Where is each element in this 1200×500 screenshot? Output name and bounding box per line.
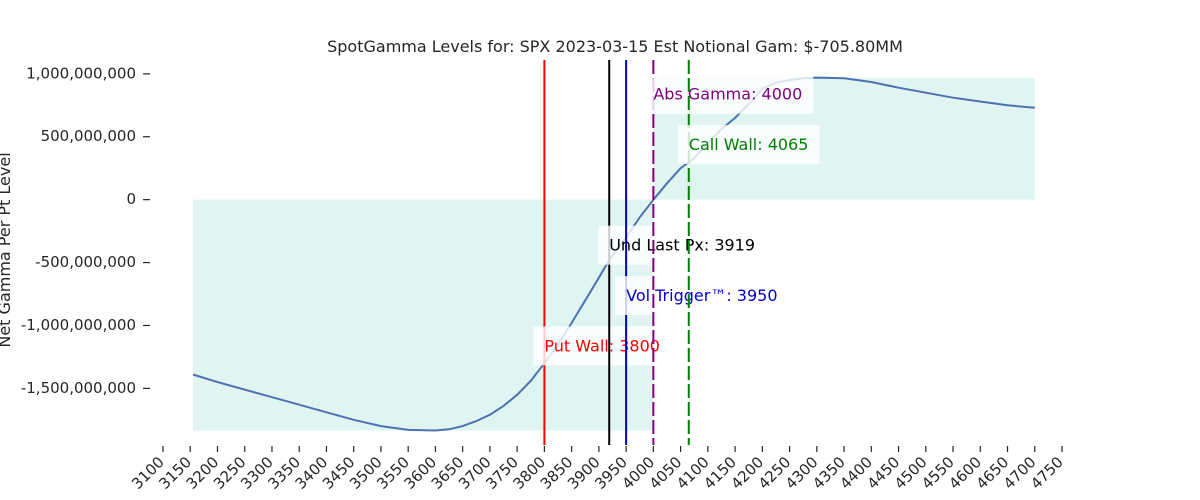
vol-trigger-label-box <box>615 276 789 316</box>
vol-trigger-label: Vol Trigger™: 3950 <box>626 286 777 305</box>
call-wall-label: Call Wall: 4065 <box>689 135 809 154</box>
level-lines: Put Wall: 3800 Und Last Px: 3919 Vol Trigg… <box>533 60 820 445</box>
put-wall-label-box <box>533 326 671 366</box>
call-wall-label-box <box>677 125 820 165</box>
negative-gamma-fill <box>192 199 654 431</box>
abs-gamma-label: Abs Gamma: 4000 <box>653 85 802 104</box>
abs-gamma-label-box <box>642 74 814 114</box>
chart-title: SpotGamma Levels for: SPX 2023-03-15 Est… <box>327 37 903 56</box>
put-wall-label: Put Wall: 3800 <box>544 336 660 355</box>
y-tick-label: -500,000,000 <box>35 253 136 271</box>
x-axis: 3100315032003250330033503400345035003550… <box>128 446 1067 493</box>
y-tick-label: 1,000,000,000 <box>26 64 136 82</box>
y-axis-label: Net Gamma Per Pt Level <box>0 152 14 347</box>
y-axis: 1,000,000,000 500,000,000 0 -500,000,000 -1,… <box>21 64 150 397</box>
y-tick-label: 0 <box>126 190 136 208</box>
x-tick-label: 4750 <box>1027 453 1067 493</box>
y-tick-label: -1,000,000,000 <box>21 316 136 334</box>
und-last-px-label: Und Last Px: 3919 <box>609 236 755 255</box>
y-tick-label: 500,000,000 <box>41 127 136 145</box>
y-tick-label: -1,500,000,000 <box>21 379 136 397</box>
